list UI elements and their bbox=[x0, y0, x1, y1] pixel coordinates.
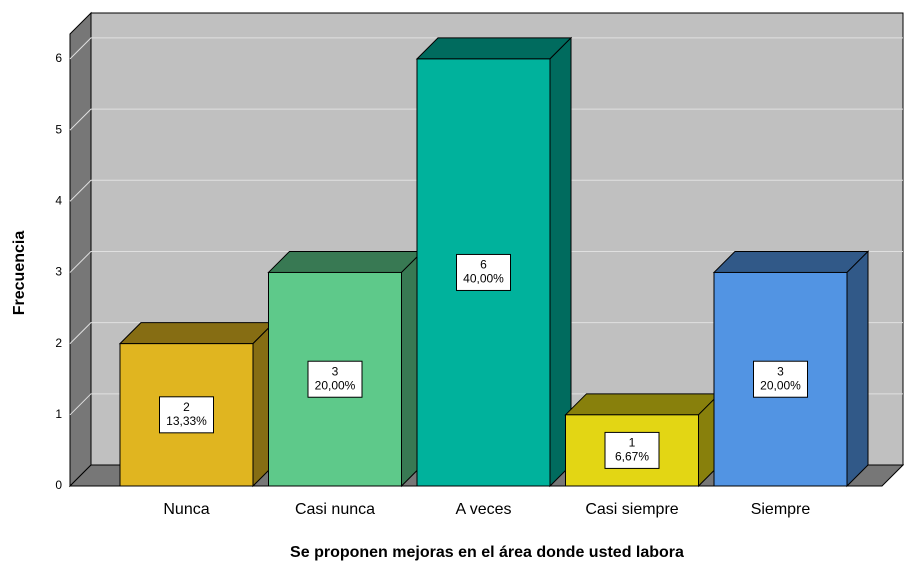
x-tick-label: Casi siempre bbox=[585, 501, 678, 518]
bar-top bbox=[415, 37, 573, 60]
grid-line bbox=[69, 179, 903, 202]
data-label: 2 bbox=[183, 400, 190, 414]
bar-side bbox=[846, 250, 869, 488]
data-label: 6,67% bbox=[615, 450, 649, 464]
grid-line bbox=[69, 322, 903, 344]
bar-top bbox=[712, 250, 870, 273]
x-tick-label: A veces bbox=[455, 501, 511, 518]
data-label-box bbox=[159, 396, 214, 434]
grid-line bbox=[69, 108, 903, 131]
data-label: 3 bbox=[332, 364, 339, 378]
x-tick-label: Nunca bbox=[163, 501, 209, 518]
data-label: 3 bbox=[777, 364, 784, 378]
bar-top bbox=[267, 250, 424, 273]
grid-line bbox=[69, 250, 903, 273]
x-tick-label: Siempre bbox=[751, 501, 811, 518]
left-wall bbox=[69, 11, 92, 488]
bar bbox=[712, 250, 870, 488]
x-tick-label: Casi nunca bbox=[295, 501, 375, 518]
data-label-box bbox=[604, 431, 660, 469]
y-tick-label: 0 bbox=[55, 478, 62, 492]
bar-top bbox=[118, 322, 276, 345]
data-label: 1 bbox=[629, 436, 636, 450]
data-label-box bbox=[307, 360, 363, 398]
x-axis-title: Se proponen mejoras en el área donde ust… bbox=[290, 544, 684, 561]
y-tick-label: 5 bbox=[55, 122, 62, 136]
data-label-box bbox=[456, 253, 511, 291]
y-tick-label: 4 bbox=[55, 193, 62, 207]
data-label: 6 bbox=[480, 258, 487, 272]
data-label-box bbox=[753, 360, 808, 398]
y-tick-label: 1 bbox=[55, 407, 62, 421]
y-tick-label: 2 bbox=[55, 336, 62, 350]
y-tick-label: 3 bbox=[55, 265, 62, 279]
data-label: 40,00% bbox=[463, 272, 504, 286]
y-tick-label: 6 bbox=[55, 51, 62, 65]
grid-line bbox=[69, 37, 903, 60]
data-label: 20,00% bbox=[315, 378, 356, 392]
y-axis-title: Frecuencia bbox=[11, 231, 28, 316]
data-label: 13,33% bbox=[166, 414, 207, 428]
data-label: 20,00% bbox=[760, 378, 801, 392]
bar-top bbox=[564, 393, 721, 416]
